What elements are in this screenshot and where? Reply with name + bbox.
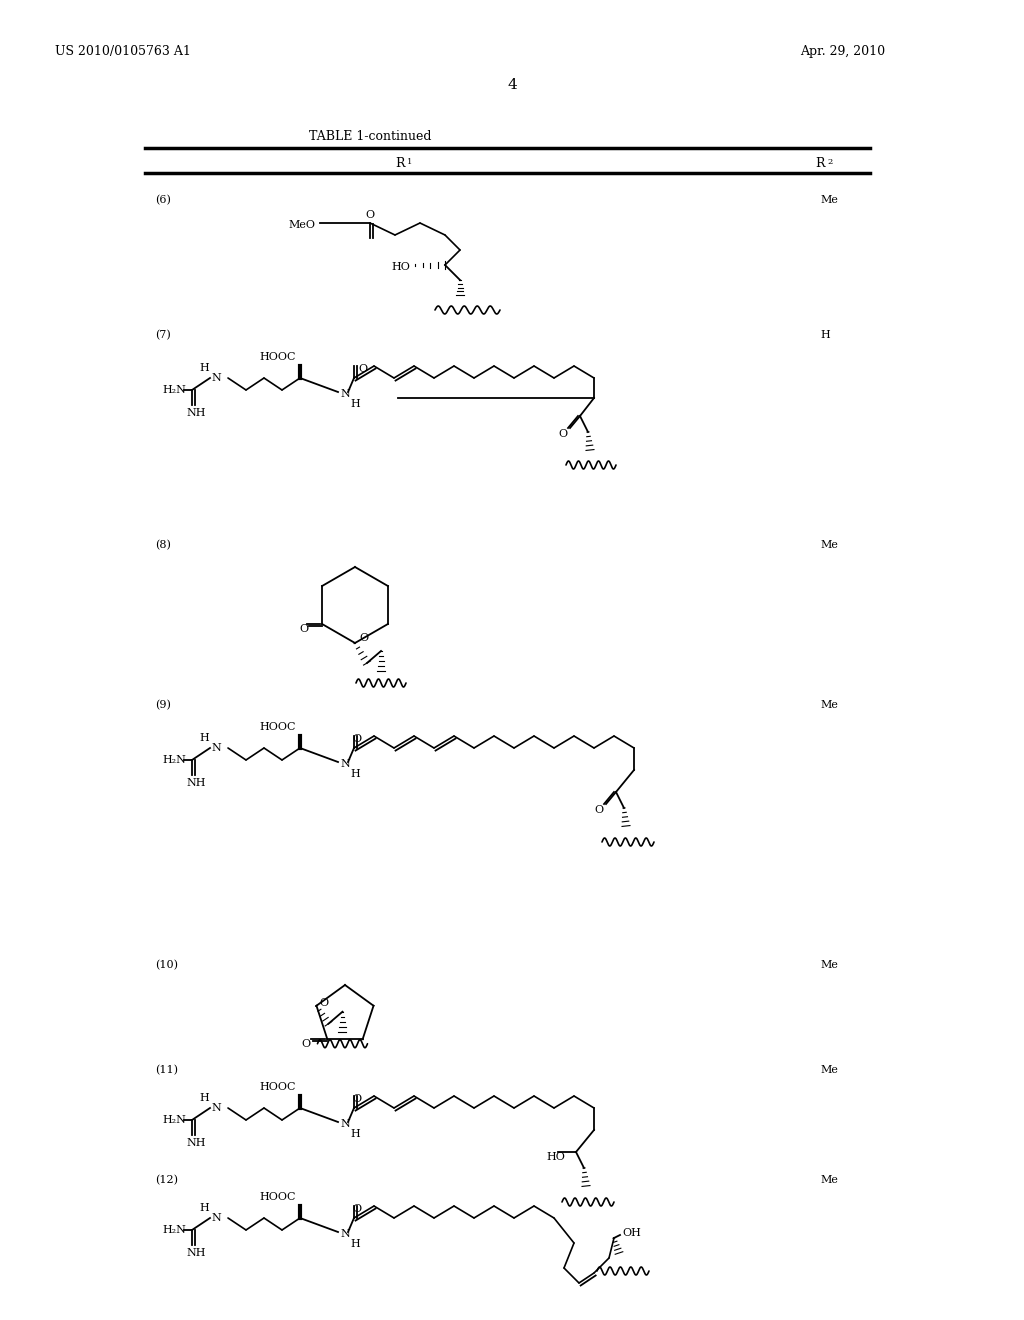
Text: 2: 2 — [827, 158, 833, 166]
Text: Me: Me — [820, 1065, 838, 1074]
Text: O: O — [594, 805, 603, 814]
Text: N: N — [211, 374, 221, 383]
Text: O: O — [358, 364, 368, 374]
Text: N: N — [340, 759, 350, 770]
Text: OH: OH — [622, 1228, 641, 1238]
Text: H: H — [350, 1239, 359, 1249]
Text: R: R — [395, 157, 404, 170]
Text: O: O — [366, 210, 375, 220]
Text: HOOC: HOOC — [259, 722, 296, 733]
Text: Me: Me — [820, 195, 838, 205]
Text: (8): (8) — [155, 540, 171, 550]
Text: H: H — [350, 399, 359, 409]
Text: R: R — [815, 157, 824, 170]
Text: 4: 4 — [507, 78, 517, 92]
Text: Me: Me — [820, 1175, 838, 1185]
Text: H₂N: H₂N — [162, 385, 186, 395]
Text: HO: HO — [546, 1152, 565, 1162]
Text: Apr. 29, 2010: Apr. 29, 2010 — [800, 45, 885, 58]
Text: N: N — [340, 389, 350, 399]
Text: MeO: MeO — [288, 220, 315, 230]
Text: N: N — [211, 1104, 221, 1113]
Text: O: O — [352, 734, 361, 744]
Text: Me: Me — [820, 960, 838, 970]
Text: N: N — [340, 1229, 350, 1239]
Text: H: H — [350, 770, 359, 779]
Text: H: H — [820, 330, 829, 341]
Text: H: H — [199, 1203, 209, 1213]
Text: HO: HO — [391, 261, 410, 272]
Text: HOOC: HOOC — [259, 1192, 296, 1203]
Text: NH: NH — [186, 1138, 206, 1148]
Text: NH: NH — [186, 777, 206, 788]
Text: O: O — [319, 998, 329, 1007]
Text: O: O — [352, 1094, 361, 1104]
Text: (9): (9) — [155, 700, 171, 710]
Text: N: N — [211, 743, 221, 752]
Text: (6): (6) — [155, 195, 171, 206]
Text: H₂N: H₂N — [162, 1115, 186, 1125]
Text: H: H — [199, 733, 209, 743]
Text: Me: Me — [820, 540, 838, 550]
Text: (10): (10) — [155, 960, 178, 970]
Text: HOOC: HOOC — [259, 352, 296, 362]
Text: 1: 1 — [407, 158, 413, 166]
Text: O: O — [301, 1039, 310, 1049]
Text: NH: NH — [186, 408, 206, 418]
Text: N: N — [340, 1119, 350, 1129]
Text: HOOC: HOOC — [259, 1082, 296, 1092]
Text: H: H — [350, 1129, 359, 1139]
Text: O: O — [352, 1204, 361, 1214]
Text: NH: NH — [186, 1247, 206, 1258]
Text: O: O — [299, 624, 308, 634]
Text: H: H — [199, 1093, 209, 1104]
Text: H: H — [199, 363, 209, 374]
Text: O: O — [359, 634, 368, 643]
Text: (11): (11) — [155, 1065, 178, 1076]
Text: N: N — [211, 1213, 221, 1224]
Text: H₂N: H₂N — [162, 755, 186, 766]
Text: (12): (12) — [155, 1175, 178, 1185]
Text: O: O — [558, 429, 567, 440]
Text: (7): (7) — [155, 330, 171, 341]
Text: TABLE 1-continued: TABLE 1-continued — [309, 129, 431, 143]
Text: Me: Me — [820, 700, 838, 710]
Text: H₂N: H₂N — [162, 1225, 186, 1236]
Text: US 2010/0105763 A1: US 2010/0105763 A1 — [55, 45, 190, 58]
